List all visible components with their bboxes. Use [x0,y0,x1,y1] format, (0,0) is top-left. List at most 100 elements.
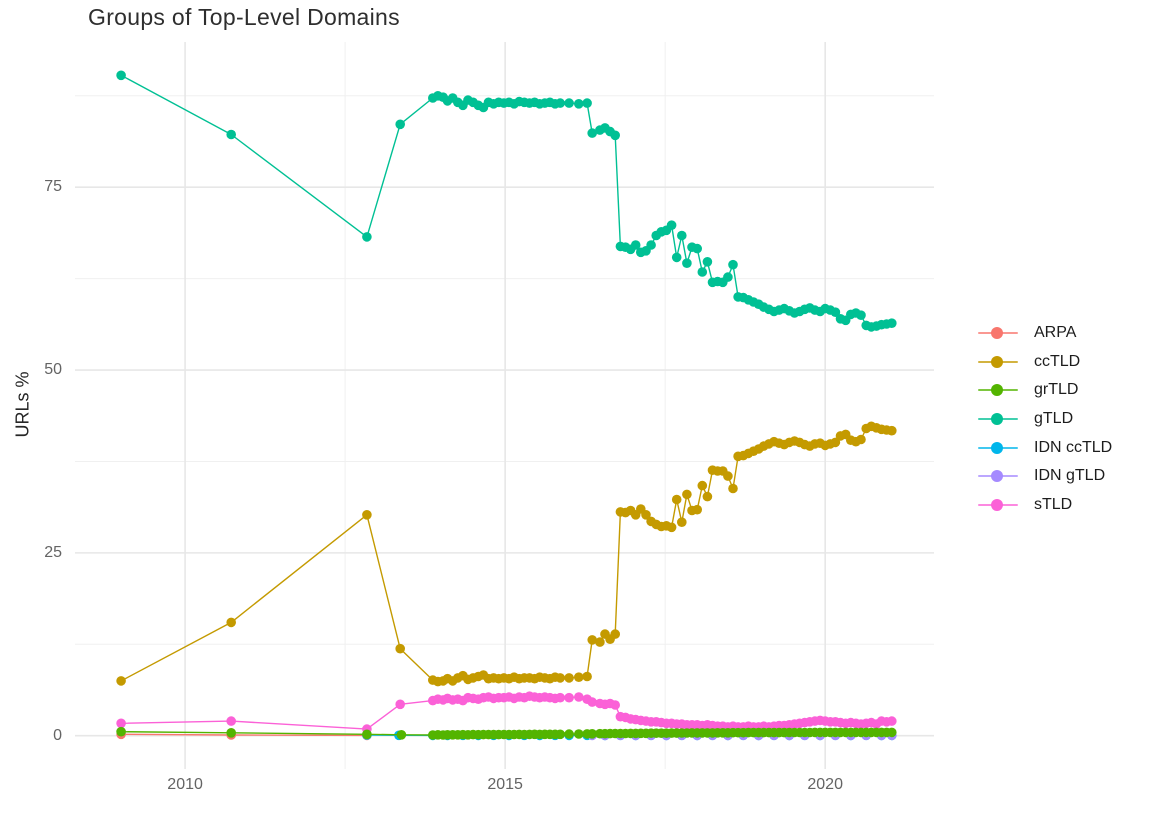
data-point [692,504,702,515]
data-point [395,119,406,130]
data-point [682,489,692,500]
data-point [641,510,651,520]
data-point [587,635,597,645]
data-point [574,672,584,682]
series-sTLD [116,691,897,734]
data-point [671,252,682,263]
data-point [226,617,236,628]
data-point [587,697,597,707]
data-point [887,727,897,738]
legend-label: ccTLD [1034,352,1081,370]
legend-entry: ARPA [976,319,1112,348]
data-point [587,128,597,138]
data-point [362,510,372,520]
legend-label: ARPA [1034,324,1077,342]
data-point [830,437,841,448]
data-point [574,99,584,109]
data-point [728,483,738,494]
series-ccTLD [116,421,897,687]
series-grTLD [116,726,897,740]
legend-key-icon [976,468,1022,484]
data-point [697,480,708,491]
chart-title: Groups of Top-Level Domains [88,4,400,30]
data-point [723,272,733,282]
data-point [646,240,656,250]
data-point [564,692,574,703]
legend-entry: ccTLD [976,348,1112,377]
data-point [395,643,406,654]
data-point [555,98,565,108]
data-point [887,425,897,436]
data-point [574,692,584,702]
x-tick-label: 2015 [487,776,523,793]
data-point [830,307,841,318]
data-point [682,258,692,269]
data-point [362,729,372,740]
series-ARPA [116,729,372,741]
data-point [697,267,708,277]
data-point [395,699,406,710]
data-point [564,729,574,739]
series-gTLD [116,70,897,332]
data-point [856,434,866,445]
data-point [692,243,702,254]
data-point [116,70,126,81]
data-point [610,629,620,639]
legend-label: grTLD [1034,381,1079,399]
data-point [666,220,677,230]
data-point [610,130,620,141]
legend-key-icon [976,411,1022,427]
data-point [362,232,372,242]
data-point [116,718,126,729]
data-point [226,129,236,140]
legend-key-icon [976,325,1022,341]
data-point [677,517,687,527]
data-point [723,471,733,481]
data-point [671,494,682,505]
legend: ARPA ccTLD grTLD gTLD IDN ccTLD IDN gTLD sTLD [976,319,1112,519]
data-point [887,318,897,329]
y-tick-label: 25 [44,543,62,561]
data-point [226,728,236,738]
data-point [856,310,866,321]
data-point [666,522,677,533]
data-point [555,729,565,740]
data-point [564,673,574,683]
y-tick-label: 50 [44,361,62,379]
legend-key-icon [976,354,1022,370]
legend-label: IDN gTLD [1034,467,1106,485]
legend-key-icon [976,497,1022,513]
series-line [120,425,892,683]
y-tick-label: 0 [53,726,62,744]
legend-entry: IDN ccTLD [976,433,1112,462]
legend-key-icon [976,440,1022,456]
legend-entry: IDN gTLD [976,462,1112,491]
legend-label: gTLD [1034,410,1074,428]
legend-label: sTLD [1034,495,1073,513]
data-point [595,637,605,647]
data-point [582,98,592,108]
data-point [564,98,574,108]
data-point [574,729,584,739]
data-point [555,692,565,703]
data-point [728,259,738,270]
data-point [610,700,620,710]
data-point [582,671,592,682]
legend-key-icon [976,382,1022,398]
data-point [677,230,687,241]
data-point [702,257,713,267]
x-tick-label: 2020 [807,776,843,793]
data-point [555,673,565,683]
data-point [116,726,126,737]
legend-entry: sTLD [976,491,1112,520]
legend-label: IDN ccTLD [1034,438,1113,456]
data-point [587,729,597,739]
legend-entry: grTLD [976,376,1112,405]
data-point [630,240,641,250]
data-point [116,676,126,686]
x-tick-label: 2010 [167,776,203,793]
data-point [226,716,236,726]
y-tick-label: 75 [44,178,62,196]
